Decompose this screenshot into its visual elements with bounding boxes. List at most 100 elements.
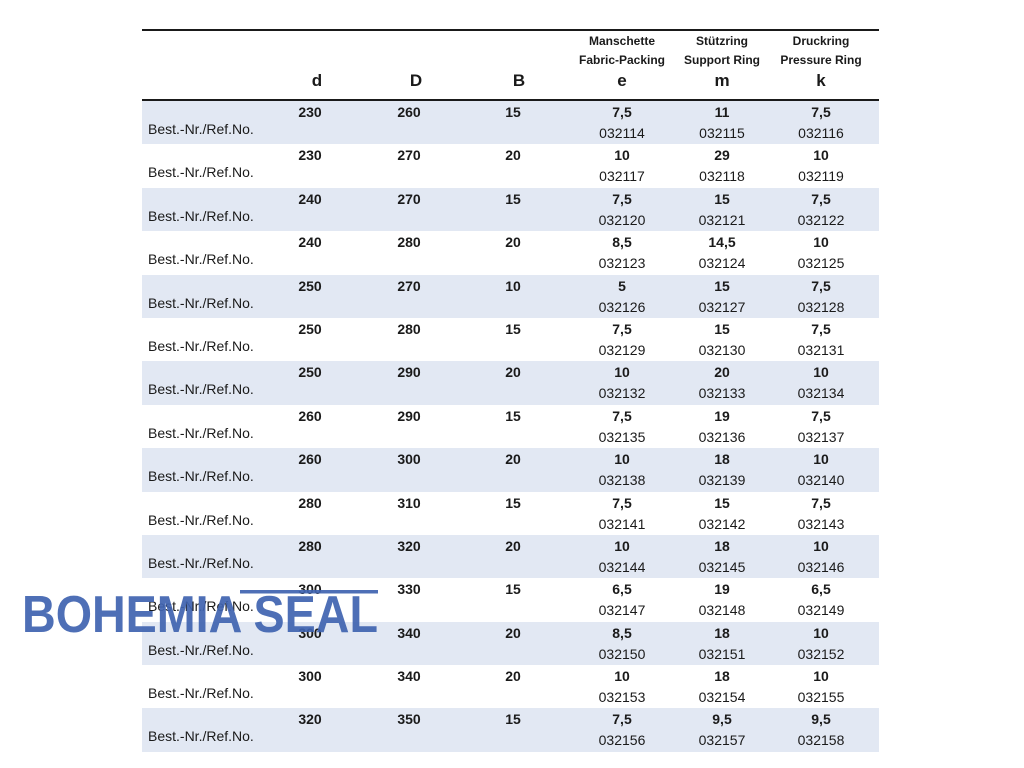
cell-m: 19: [714, 581, 730, 598]
table-row: Best.-Nr./Ref.No. 250 280 15 7,5 15 7,5 032129 0…: [142, 318, 879, 361]
cell-B: 15: [505, 711, 521, 728]
cell-k: 9,5: [811, 711, 831, 728]
table-row: Best.-Nr./Ref.No. 260 290 15 7,5 19 7,5 032135 0…: [142, 405, 879, 448]
logo-mark: BOHEMIA SEAL: [22, 586, 378, 642]
cell-m: 15: [714, 190, 730, 207]
cell-m: 15: [714, 277, 730, 294]
ref-no-e: 032135: [598, 428, 646, 445]
col-header-e: e: [617, 71, 627, 90]
cell-D: 300: [397, 451, 421, 468]
cell-d: 300: [298, 668, 322, 685]
ref-label: Best.-Nr./Ref.No.: [148, 598, 254, 615]
col-header-D: D: [409, 71, 423, 90]
m-caption-de: Stützring: [696, 34, 748, 48]
ref-no-m: 032151: [698, 645, 746, 662]
ref-no-m: 032118: [699, 168, 745, 185]
cell-d: 240: [298, 190, 322, 207]
cell-d: 280: [298, 537, 322, 554]
col-header-m: m: [714, 71, 730, 90]
ref-label: Best.-Nr./Ref.No.: [148, 337, 254, 354]
cell-B: 20: [505, 624, 521, 641]
cell-k: 7,5: [811, 277, 831, 294]
col-header-d: d: [311, 71, 323, 90]
cell-e: 8,5: [612, 624, 632, 641]
table-row: Best.-Nr./Ref.No. 250 290 20 10 20 10 032132 032…: [142, 361, 879, 405]
m-caption-en: Support Ring: [684, 53, 760, 67]
cell-m: 18: [714, 537, 730, 554]
cell-k: 10: [813, 147, 829, 164]
cell-D: 290: [397, 407, 421, 424]
cell-k: 10: [813, 364, 829, 381]
cell-B: 15: [505, 190, 521, 207]
cell-D: 270: [397, 190, 421, 207]
table-body: Best.-Nr./Ref.No. 230 260 15 7,5 11 7,5 032114 0…: [142, 101, 879, 752]
cell-D: 350: [397, 711, 421, 728]
ref-no-k: 032158: [797, 732, 845, 749]
table-row: Best.-Nr./Ref.No. 230 270 20 10 29 10 032117 032…: [142, 144, 879, 187]
cell-B: 20: [505, 364, 521, 381]
ref-no-k: 032149: [797, 602, 845, 619]
cell-k: 7,5: [811, 320, 831, 337]
ref-label: Best.-Nr./Ref.No.: [148, 424, 254, 441]
cell-k: 10: [813, 234, 829, 251]
ref-label: Best.-Nr./Ref.No.: [148, 121, 254, 137]
cell-D: 340: [397, 624, 421, 641]
cell-D: 340: [397, 668, 421, 685]
cell-e: 10: [614, 537, 630, 554]
ref-no-e: 032123: [598, 255, 646, 272]
ref-no-k: 032131: [797, 341, 845, 358]
cell-e: 7,5: [612, 104, 632, 120]
cell-k: 10: [813, 668, 829, 685]
cell-k: 10: [813, 537, 829, 554]
cell-e: 7,5: [612, 320, 632, 337]
m-caption: Stützring Support Ring: [667, 32, 777, 70]
e-caption-de: Manschette: [588, 34, 656, 48]
cell-d: 260: [298, 407, 322, 424]
ref-no-k: 032146: [797, 558, 845, 575]
cell-e: 10: [614, 364, 630, 381]
ref-no-e: 032153: [598, 689, 646, 706]
cell-e: 10: [614, 668, 630, 685]
cell-d: 230: [298, 104, 322, 120]
cell-B: 15: [505, 320, 521, 337]
col-header-B: B: [512, 71, 526, 90]
ref-no-e: 032147: [598, 602, 646, 619]
ref-no-k: 032143: [797, 515, 845, 532]
cell-D: 310: [397, 494, 421, 511]
cell-e: 5: [618, 277, 626, 294]
ref-no-e: 032144: [598, 558, 646, 575]
cell-d: 250: [298, 364, 322, 381]
cell-e: 8,5: [612, 234, 632, 251]
table-row: Best.-Nr./Ref.No. 240 280 20 8,5 14,5 10 032123…: [142, 231, 879, 274]
cell-m: 18: [714, 624, 730, 641]
cell-d: 250: [298, 277, 322, 294]
ref-no-m: 032157: [698, 732, 746, 749]
cell-k: 6,5: [811, 581, 831, 598]
ref-no-m: 032127: [698, 298, 746, 315]
cell-k: 7,5: [811, 104, 831, 120]
ref-no-e: 032156: [598, 732, 646, 749]
cell-m: 11: [714, 104, 730, 120]
cell-D: 320: [397, 537, 421, 554]
header-rule: [142, 99, 879, 101]
cell-m: 18: [714, 451, 730, 468]
cell-k: 10: [813, 624, 829, 641]
cell-e: 7,5: [612, 190, 632, 207]
table-row: Best.-Nr./Ref.No. 320 350 15 7,5 9,5 9,5 032156…: [142, 708, 879, 752]
bohemia-seal-logo: BOHEMIA SEAL: [22, 582, 382, 642]
cell-D: 280: [397, 234, 421, 251]
table-row: Best.-Nr./Ref.No. 280 310 15 7,5 15 7,5 032141 0…: [142, 492, 879, 535]
table-row: Best.-Nr./Ref.No. 240 270 15 7,5 15 7,5 032120 0…: [142, 187, 879, 232]
ref-no-k: 032125: [797, 255, 845, 272]
cell-D: 280: [397, 320, 421, 337]
k-caption-de: Druckring: [792, 34, 850, 48]
ref-label: Best.-Nr./Ref.No.: [148, 381, 254, 398]
cell-D: 290: [397, 364, 421, 381]
table-row: Best.-Nr./Ref.No. 300 330 15 6,5 19 6,5 032147 0…: [142, 578, 879, 621]
ref-no-e: 032126: [598, 298, 646, 315]
ref-label: Best.-Nr./Ref.No.: [148, 294, 254, 311]
e-caption: Manschette Fabric-Packing: [567, 32, 677, 70]
cell-B: 20: [505, 537, 521, 554]
cell-k: 7,5: [811, 494, 831, 511]
ref-no-k: 032119: [798, 168, 844, 185]
